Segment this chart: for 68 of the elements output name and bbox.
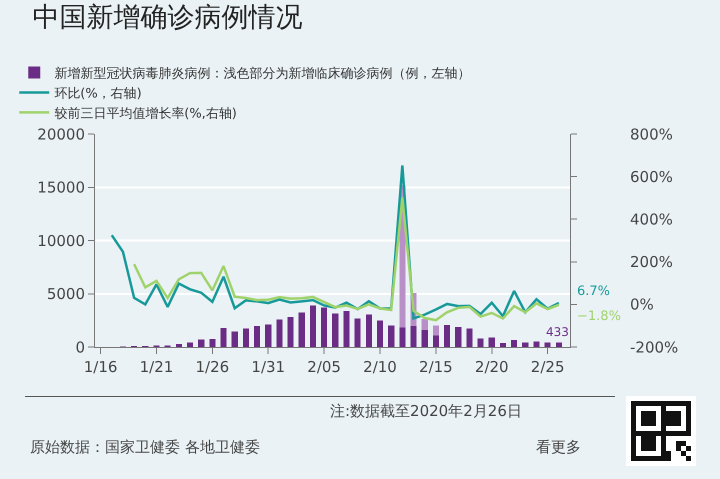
bar xyxy=(432,326,439,336)
x-tick-label: 2/05 xyxy=(307,358,341,376)
bar xyxy=(410,326,417,347)
bar xyxy=(254,326,260,347)
bar xyxy=(276,319,282,347)
bar xyxy=(376,320,384,347)
bar xyxy=(511,340,518,347)
legend-label: 较前三日平均值增长率(%,右轴) xyxy=(54,105,237,122)
bar xyxy=(288,316,294,347)
x-tick-label: 2/25 xyxy=(530,358,564,376)
bar xyxy=(533,342,540,347)
y-tick-label: 10000 xyxy=(37,232,85,250)
bar xyxy=(198,340,204,347)
bar xyxy=(265,324,272,347)
bar xyxy=(354,318,361,347)
y2-tick-label: 600% xyxy=(630,168,673,186)
y-tick-label: 15000 xyxy=(37,178,85,196)
chart-title: 中国新增确诊病例情况 xyxy=(32,2,302,34)
bar xyxy=(478,338,484,347)
line-series xyxy=(132,196,560,322)
bar xyxy=(466,328,472,347)
bar xyxy=(332,314,338,347)
bar xyxy=(556,342,562,347)
x-tick-label: 1/26 xyxy=(196,358,230,376)
y2-tick-label: 400% xyxy=(630,210,673,228)
bar xyxy=(176,344,182,347)
bar xyxy=(455,326,462,347)
x-tick-label: 1/31 xyxy=(251,358,286,376)
text: 注:数据截至2020年2月26日 xyxy=(330,402,522,421)
y-tick-label: 20000 xyxy=(37,125,85,144)
y2-tick-label: 200% xyxy=(630,253,673,272)
y2-tick-label: 0% xyxy=(630,296,654,314)
bar xyxy=(220,328,227,347)
bar xyxy=(366,314,372,347)
data-label: 433 xyxy=(546,325,569,339)
legend-label: 新增新型冠状病毒肺炎病例：浅色部分为新增临床确诊病例（例，左轴） xyxy=(54,66,470,82)
bar xyxy=(488,338,495,347)
bar xyxy=(232,331,238,347)
y2-tick-label: 800% xyxy=(630,125,673,144)
bar xyxy=(399,328,406,347)
y-tick-label: 0 xyxy=(75,338,85,356)
x-tick-label: 2/10 xyxy=(363,358,397,376)
bar xyxy=(298,312,305,347)
bar xyxy=(522,342,528,347)
legend-label: 环比(%，右轴) xyxy=(54,86,142,102)
bar xyxy=(321,308,328,347)
bar xyxy=(422,318,428,330)
bar xyxy=(388,326,394,347)
bar xyxy=(422,330,428,347)
bar xyxy=(343,310,350,347)
bar xyxy=(432,335,439,347)
x-tick-label: 2/20 xyxy=(474,358,509,376)
bar xyxy=(500,342,506,347)
text: 原始数据：国家卫健委 各地卫健委 xyxy=(30,438,260,457)
data-label: 6.7% xyxy=(577,284,610,299)
x-tick-label: 1/16 xyxy=(84,358,118,376)
y-tick-label: 5000 xyxy=(46,285,85,303)
bar xyxy=(242,328,249,347)
x-tick-label: 1/21 xyxy=(140,358,174,376)
x-tick-label: 2/15 xyxy=(419,358,453,376)
bar xyxy=(544,342,551,347)
text: 看更多 xyxy=(536,438,581,457)
bar xyxy=(444,325,450,347)
bar xyxy=(209,338,216,347)
bar xyxy=(310,306,316,347)
data-label: −1.8% xyxy=(577,309,621,324)
y2-tick-label: -200% xyxy=(630,338,678,356)
bar xyxy=(186,342,194,347)
